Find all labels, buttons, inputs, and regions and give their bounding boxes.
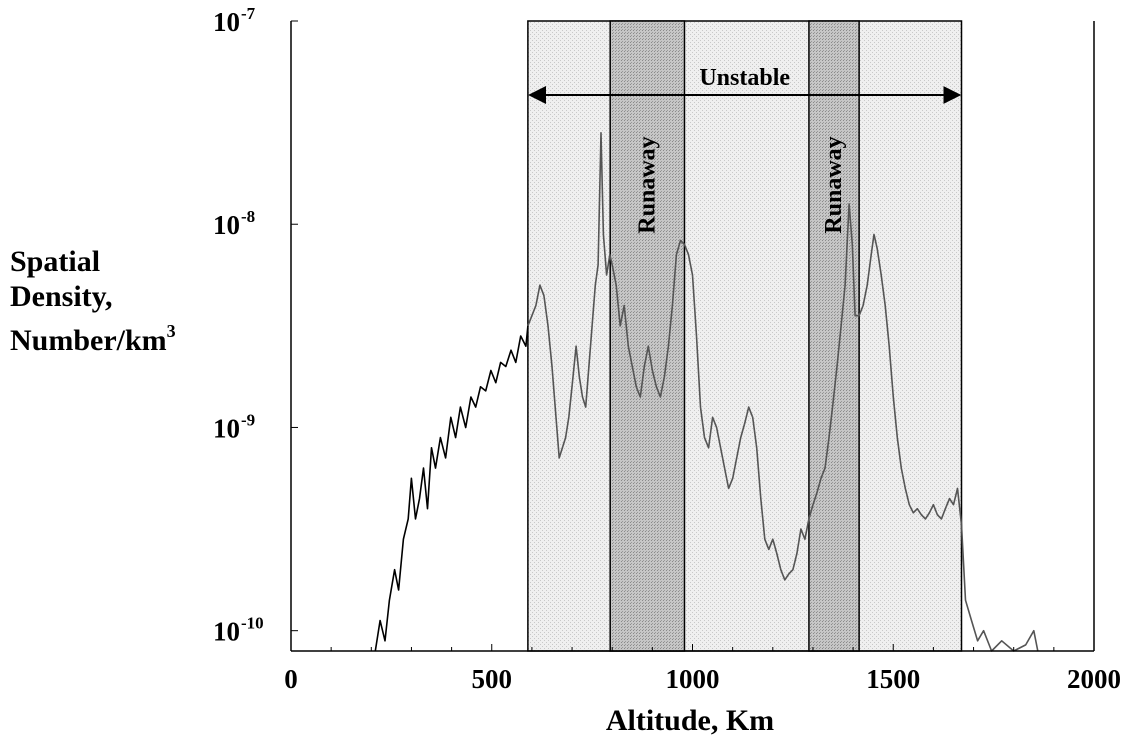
x-tick-label-1500: 1500 xyxy=(866,664,920,694)
runaway-region-1 xyxy=(609,20,686,652)
shaded-regions xyxy=(527,20,963,652)
series-line-high-altitude xyxy=(527,132,1039,652)
y-tick-label--10: 10 xyxy=(213,617,240,647)
y-axis-label-line-3: Number/km3 xyxy=(10,321,176,357)
y-tick-label--8: 10 xyxy=(213,210,240,240)
y-axis-label-line-1: Spatial xyxy=(10,245,101,278)
y-tick-exponent--7: -7 xyxy=(241,4,256,23)
y-axis-label-line-2: Density, xyxy=(10,280,113,313)
y-tick-label--7: 10 xyxy=(213,7,240,37)
runaway-label-2: Runaway xyxy=(821,136,847,233)
x-tick-label-2000: 2000 xyxy=(1067,664,1121,694)
unstable-region xyxy=(527,20,963,652)
x-tick-label-1000: 1000 xyxy=(666,664,720,694)
y-tick-label--9: 10 xyxy=(213,413,240,443)
x-tick-label-500: 500 xyxy=(472,664,513,694)
series-line-low-altitude xyxy=(374,325,529,652)
x-tick-label-0: 0 xyxy=(284,664,298,694)
x-axis-ticks: 0 500 1000 1500 2000 xyxy=(284,644,1121,694)
runaway-region-2 xyxy=(808,20,860,652)
y-axis-ticks: 10-710-810-910-10 xyxy=(213,4,298,647)
unstable-label: Unstable xyxy=(699,65,790,91)
y-tick-exponent--10: -10 xyxy=(241,614,264,633)
x-axis-label: Altitude, Km xyxy=(606,704,774,736)
runaway-label-1: Runaway xyxy=(634,136,660,233)
y-tick-exponent--9: -9 xyxy=(241,410,255,429)
density-series xyxy=(374,132,1039,652)
y-axis-label-superscript: 3 xyxy=(166,321,176,341)
y-axis-label: Spatial Density, Number/km3 xyxy=(10,244,210,358)
region-labels: Unstable Runaway Runaway xyxy=(528,65,962,234)
y-tick-exponent--8: -8 xyxy=(241,207,255,226)
